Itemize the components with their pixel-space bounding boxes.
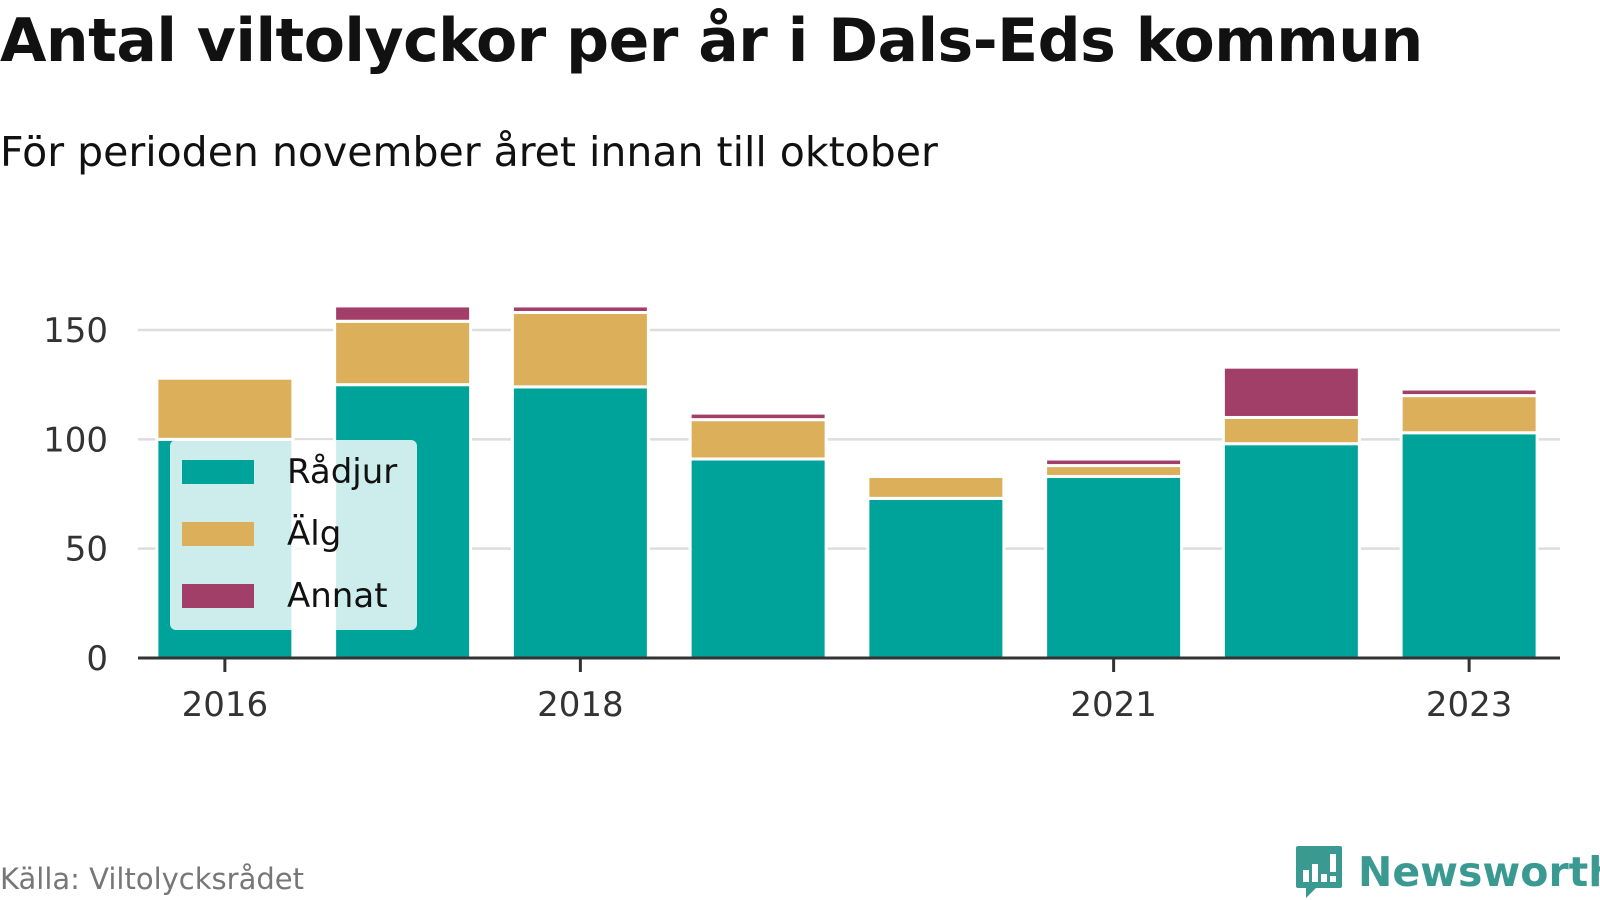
legend-item-alg: Älg	[182, 512, 341, 556]
chart-subtitle: För perioden november året innan till ok…	[0, 128, 938, 176]
bar-chart: 0 50 100 150 2016 2018 2021 2023	[43, 304, 1560, 725]
bar-annat-2022	[1221, 365, 1361, 419]
legend-item-annat: Annat	[182, 574, 388, 618]
bar-älg-2016	[155, 376, 295, 441]
x-tick-label: 2023	[1426, 685, 1513, 725]
bar-annat-2021	[1044, 457, 1184, 468]
bar-rådjur-2021	[1044, 475, 1184, 660]
bar-rådjur-2020	[866, 496, 1006, 660]
bar-annat-2018	[510, 304, 650, 315]
bar-rådjur-2022	[1221, 442, 1361, 660]
legend-item-radjur: Rådjur	[182, 450, 397, 494]
bar-älg-2023	[1399, 394, 1539, 435]
legend-label-radjur: Rådjur	[287, 452, 398, 492]
bar-älg-2020	[866, 475, 1006, 500]
bar-annat-2016	[155, 374, 295, 380]
chart-title: Antal viltolyckor per år i Dals-Eds komm…	[0, 6, 1423, 76]
x-tick-label: 2021	[1070, 685, 1157, 725]
bar-annat-2023	[1399, 387, 1539, 398]
bar-annat-2019	[688, 411, 828, 422]
axes: 0 50 100 150 2016 2018 2021 2023	[43, 311, 1560, 725]
bar-älg-2017	[333, 319, 473, 387]
bar-älg-2018	[510, 311, 650, 389]
bar-annat-2017	[333, 304, 473, 323]
source-note: Källa: Viltolycksrådet	[0, 862, 304, 896]
legend: Rådjur Älg Annat	[170, 440, 417, 630]
bar-rådjur-2019	[688, 457, 828, 660]
bar-chart-speech-bubble-icon	[1296, 846, 1342, 898]
brand-logo: Newsworthy	[1294, 844, 1600, 900]
bar-älg-2021	[1044, 464, 1184, 479]
x-tick-label: 2018	[537, 685, 624, 725]
legend-label-alg: Älg	[287, 514, 342, 554]
bar-annat-2020	[866, 472, 1006, 479]
y-tick-label: 50	[65, 530, 108, 570]
bar-älg-2019	[688, 418, 828, 461]
y-tick-label: 150	[43, 311, 108, 351]
legend-label-annat: Annat	[287, 576, 388, 616]
bar-älg-2022	[1221, 415, 1361, 446]
y-tick-label: 0	[86, 639, 108, 679]
x-tick-label: 2016	[182, 685, 269, 725]
bar-rådjur-2023	[1399, 431, 1539, 660]
legend-swatch-radjur	[182, 460, 254, 484]
y-tick-label: 100	[43, 420, 108, 460]
bar-rådjur-2018	[510, 385, 650, 660]
legend-swatch-alg	[182, 522, 254, 546]
legend-swatch-annat	[182, 584, 254, 608]
brand-name: Newsworthy	[1358, 848, 1600, 896]
